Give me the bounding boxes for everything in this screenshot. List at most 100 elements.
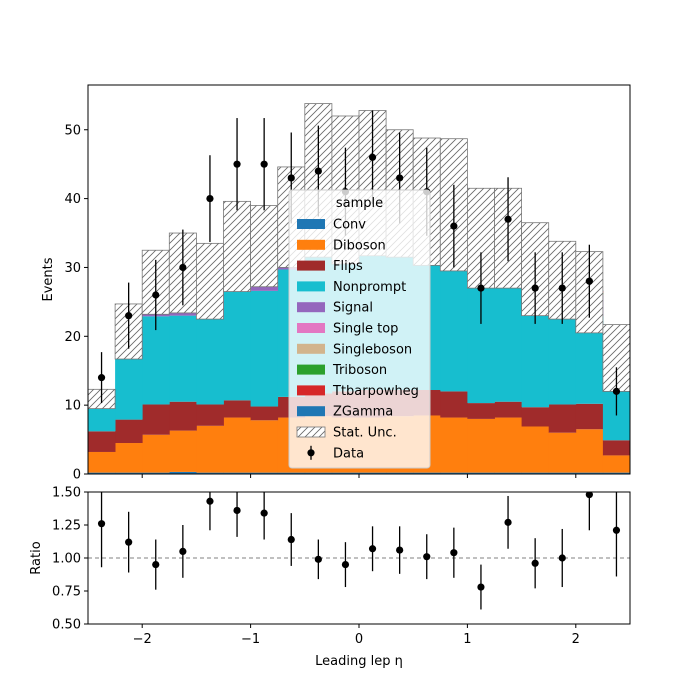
ratio-point xyxy=(206,497,214,505)
unc-box xyxy=(250,205,279,288)
stack-bar xyxy=(575,429,604,473)
legend-label: Singleboson xyxy=(333,342,412,357)
stack-bar xyxy=(521,472,550,474)
stack-bar xyxy=(223,417,251,473)
data-point xyxy=(314,167,322,175)
stack-bar xyxy=(494,281,522,402)
legend-entry: Singleboson xyxy=(297,342,412,357)
stack-bar xyxy=(548,432,577,473)
data-point xyxy=(233,160,241,168)
ratio-plot-area xyxy=(88,492,630,624)
legend-entry: Diboson xyxy=(297,238,386,253)
stack-bar xyxy=(440,472,468,474)
stack-bar xyxy=(602,455,631,473)
ratio-point xyxy=(531,559,539,567)
data-point xyxy=(612,387,621,395)
stack-bar xyxy=(386,472,414,474)
data-point xyxy=(368,153,377,161)
stack-bar xyxy=(223,400,251,418)
stack-bar xyxy=(169,401,197,431)
legend-entry: Single top xyxy=(297,322,398,337)
stack-bar xyxy=(467,403,495,419)
stack-bar xyxy=(115,357,143,420)
data-point xyxy=(152,291,160,299)
y-tick-label: 40 xyxy=(64,192,81,207)
stack-bar xyxy=(548,404,577,433)
data-point xyxy=(396,174,404,182)
legend-label: Flips xyxy=(333,259,363,274)
legend-label: ZGamma xyxy=(333,405,393,420)
legend-swatch xyxy=(297,281,325,292)
stack-bar xyxy=(115,472,143,474)
data-point xyxy=(125,312,133,320)
ratio-y-tick-label: 1.50 xyxy=(52,486,81,501)
legend-label: Diboson xyxy=(333,238,386,253)
legend-label: Conv xyxy=(333,218,366,233)
stack-bar xyxy=(196,425,224,473)
y-tick-label: 20 xyxy=(64,330,81,345)
y-tick-label: 10 xyxy=(64,399,81,414)
legend-entry: Triboson xyxy=(297,363,387,378)
x-axis-label: Leading lep η xyxy=(315,654,403,669)
stack-bar xyxy=(521,407,550,427)
y-tick-label: 50 xyxy=(64,123,81,138)
stack-bar xyxy=(440,417,468,473)
ratio-panel: 0.50 0.75 1.00 1.25 1.50 −2 −1 0 1 2 Ratio Leading … xyxy=(29,486,631,669)
ratio-point xyxy=(233,506,241,515)
ratio-point xyxy=(558,554,566,562)
legend-swatch xyxy=(296,426,326,438)
ratio-y-tick-label: 1.25 xyxy=(52,519,81,534)
legend-box xyxy=(288,189,431,469)
stack-bar xyxy=(494,417,522,473)
data-point xyxy=(287,174,295,182)
data-point xyxy=(260,160,268,168)
ratio-point xyxy=(477,583,485,591)
legend: sample Conv Diboson Flips Nonprompt Signal Sin… xyxy=(288,189,431,469)
stack-bar xyxy=(115,419,143,444)
ratio-point xyxy=(612,526,621,534)
y-axis-label: Events xyxy=(41,257,56,301)
legend-entry: Stat. Unc. xyxy=(296,426,397,441)
legend-label: Data xyxy=(333,446,364,461)
ratio-point xyxy=(125,538,133,546)
unc-box xyxy=(223,200,252,292)
stack-bar xyxy=(250,472,279,474)
legend-label: Triboson xyxy=(332,363,387,378)
data-point xyxy=(585,277,593,285)
data-points xyxy=(97,110,621,416)
legend-entry: Signal xyxy=(297,301,373,316)
data-point xyxy=(97,374,106,382)
legend-entry: Flips xyxy=(297,259,363,274)
legend-entry: Data xyxy=(307,445,364,461)
stack-bar xyxy=(115,443,143,473)
legend-entry: Ttbarpowheg xyxy=(297,384,419,399)
legend-swatch xyxy=(297,385,325,396)
stack-bar xyxy=(494,472,522,474)
ratio-point xyxy=(423,553,431,561)
legend-swatch xyxy=(297,302,325,313)
stack-bar xyxy=(277,472,306,474)
legend-swatch xyxy=(297,239,325,250)
ratio-point xyxy=(152,561,160,569)
ratio-point xyxy=(368,545,377,553)
ratio-point xyxy=(179,547,187,556)
data-point xyxy=(531,284,539,292)
stack-bar xyxy=(359,472,387,474)
y-tick-label: 30 xyxy=(64,261,81,276)
ratio-y-tick-label: 1.00 xyxy=(52,552,81,567)
unc-box xyxy=(195,242,224,320)
ratio-x-tick-label: 2 xyxy=(572,632,580,647)
ratio-x-tick-label: 0 xyxy=(355,632,363,647)
legend-label: Ttbarpowheg xyxy=(332,384,419,399)
ratio-x-tick-label: 1 xyxy=(463,632,471,647)
data-point xyxy=(206,195,214,203)
stack-bar xyxy=(250,406,279,421)
stack-bar xyxy=(304,472,333,474)
ratio-x-tick-label: −1 xyxy=(241,632,260,647)
stack-bar xyxy=(88,431,116,452)
data-point xyxy=(504,215,512,223)
stack-bar xyxy=(223,290,251,401)
legend-entry: Conv xyxy=(297,218,366,233)
ratio-point xyxy=(97,520,106,528)
legend-swatch xyxy=(297,260,325,271)
